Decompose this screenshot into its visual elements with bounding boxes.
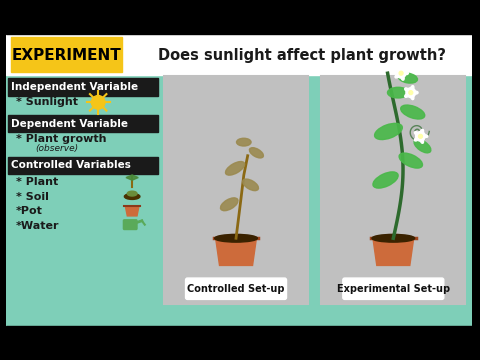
Polygon shape [216, 238, 256, 265]
Ellipse shape [420, 129, 423, 134]
Ellipse shape [423, 135, 428, 138]
Circle shape [419, 134, 422, 138]
Circle shape [409, 91, 413, 95]
Ellipse shape [395, 68, 399, 72]
Ellipse shape [401, 66, 404, 71]
Ellipse shape [372, 234, 415, 242]
Ellipse shape [387, 87, 409, 98]
Circle shape [91, 95, 105, 109]
Polygon shape [125, 206, 139, 216]
Circle shape [406, 88, 416, 98]
Ellipse shape [374, 123, 402, 140]
Text: Independent Variable: Independent Variable [11, 82, 138, 92]
Text: Controlled Set-up: Controlled Set-up [187, 284, 285, 294]
Ellipse shape [420, 139, 423, 143]
Bar [6, 34, 472, 326]
Bar [8, 78, 158, 95]
Ellipse shape [414, 137, 419, 141]
Ellipse shape [414, 132, 419, 135]
Text: *Pot: *Pot [16, 206, 43, 216]
Ellipse shape [237, 138, 251, 146]
Bar [322, 76, 465, 304]
Bar [11, 37, 122, 72]
Ellipse shape [127, 191, 137, 196]
Bar [8, 157, 158, 174]
Ellipse shape [411, 86, 414, 90]
Ellipse shape [373, 172, 398, 188]
Bar [164, 76, 308, 304]
Ellipse shape [215, 234, 257, 242]
Ellipse shape [398, 73, 418, 83]
Ellipse shape [124, 194, 140, 199]
Text: *Water: *Water [16, 221, 59, 231]
Text: EXPERIMENT: EXPERIMENT [11, 48, 121, 63]
Ellipse shape [411, 95, 414, 100]
FancyBboxPatch shape [123, 220, 137, 230]
Polygon shape [373, 238, 414, 265]
Circle shape [396, 68, 406, 78]
FancyBboxPatch shape [186, 278, 287, 300]
Text: * Soil: * Soil [16, 192, 48, 202]
Polygon shape [126, 175, 132, 180]
Ellipse shape [399, 153, 422, 168]
Ellipse shape [413, 91, 418, 94]
Ellipse shape [243, 179, 258, 191]
Text: * Sunlight: * Sunlight [16, 97, 78, 107]
Text: (observe): (observe) [35, 144, 78, 153]
Circle shape [399, 71, 403, 75]
Bar [6, 5, 472, 34]
Ellipse shape [395, 74, 399, 78]
Ellipse shape [405, 88, 409, 91]
Ellipse shape [220, 198, 238, 211]
Polygon shape [132, 175, 138, 180]
Circle shape [416, 131, 425, 141]
Text: Dependent Variable: Dependent Variable [11, 119, 128, 129]
Ellipse shape [414, 139, 431, 153]
Ellipse shape [401, 76, 404, 80]
Ellipse shape [401, 105, 425, 119]
Text: * Plant: * Plant [16, 177, 58, 187]
Bar [8, 115, 158, 132]
Ellipse shape [405, 94, 409, 97]
Bar [6, 34, 472, 75]
Ellipse shape [404, 72, 408, 75]
Text: * Plant growth: * Plant growth [16, 134, 106, 144]
Text: Controlled Variables: Controlled Variables [11, 161, 131, 170]
Text: Experimental Set-up: Experimental Set-up [337, 284, 450, 294]
Text: Does sunlight affect plant growth?: Does sunlight affect plant growth? [158, 48, 446, 63]
Bar [6, 326, 472, 355]
Ellipse shape [250, 148, 264, 158]
Ellipse shape [226, 162, 245, 175]
FancyBboxPatch shape [343, 278, 444, 300]
